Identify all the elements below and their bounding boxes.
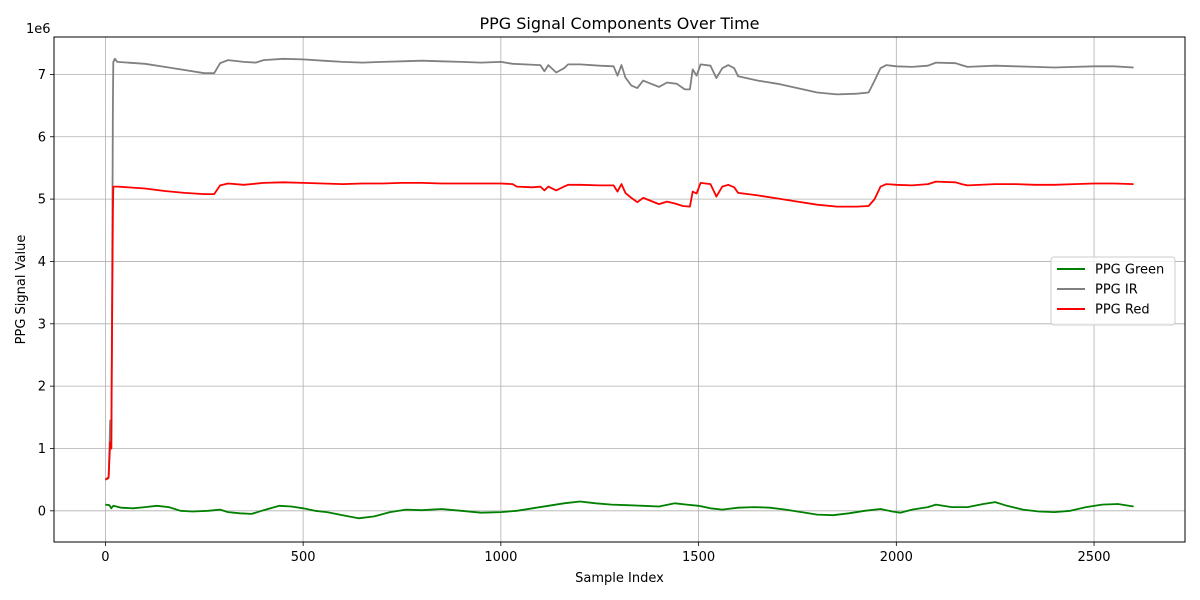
x-axis-label: Sample Index [575, 571, 664, 586]
y-tick-label: 4 [38, 255, 46, 270]
x-axis-ticks: 0 500 1000 1500 2000 2500 [101, 542, 1111, 565]
x-tick-label: 1000 [484, 550, 517, 565]
y-axis-ticks: 0 1 2 3 4 5 6 7 [38, 68, 54, 519]
x-tick-label: 2000 [880, 550, 913, 565]
y-axis-label: PPG Signal Value [14, 235, 29, 345]
x-tick-label: 2500 [1077, 550, 1110, 565]
x-tick-label: 0 [101, 550, 109, 565]
series-layer [104, 57, 1134, 520]
y-axis-offset-label: 1e6 [26, 22, 51, 37]
grid-lines [54, 37, 1185, 542]
y-tick-label: 5 [38, 193, 46, 208]
ppg-red-line [104, 180, 1134, 481]
ppg-ir-line [105, 57, 1134, 481]
y-tick-label: 2 [38, 380, 46, 395]
x-tick-label: 500 [291, 550, 316, 565]
legend-label-ppg-red: PPG Red [1095, 303, 1150, 318]
plot-frame [53, 36, 1186, 543]
y-tick-label: 3 [38, 317, 46, 332]
y-tick-label: 6 [38, 130, 46, 145]
ppg-green-line [105, 500, 1134, 520]
y-tick-label: 1 [38, 442, 46, 457]
legend-label-ppg-green: PPG Green [1095, 263, 1164, 278]
chart-title: PPG Signal Components Over Time [479, 14, 759, 33]
legend: PPG Green PPG IR PPG Red [1050, 256, 1176, 326]
y-tick-label: 7 [38, 68, 46, 83]
legend-label-ppg-ir: PPG IR [1095, 283, 1138, 298]
x-tick-label: 1500 [682, 550, 715, 565]
y-tick-label: 0 [38, 504, 46, 519]
